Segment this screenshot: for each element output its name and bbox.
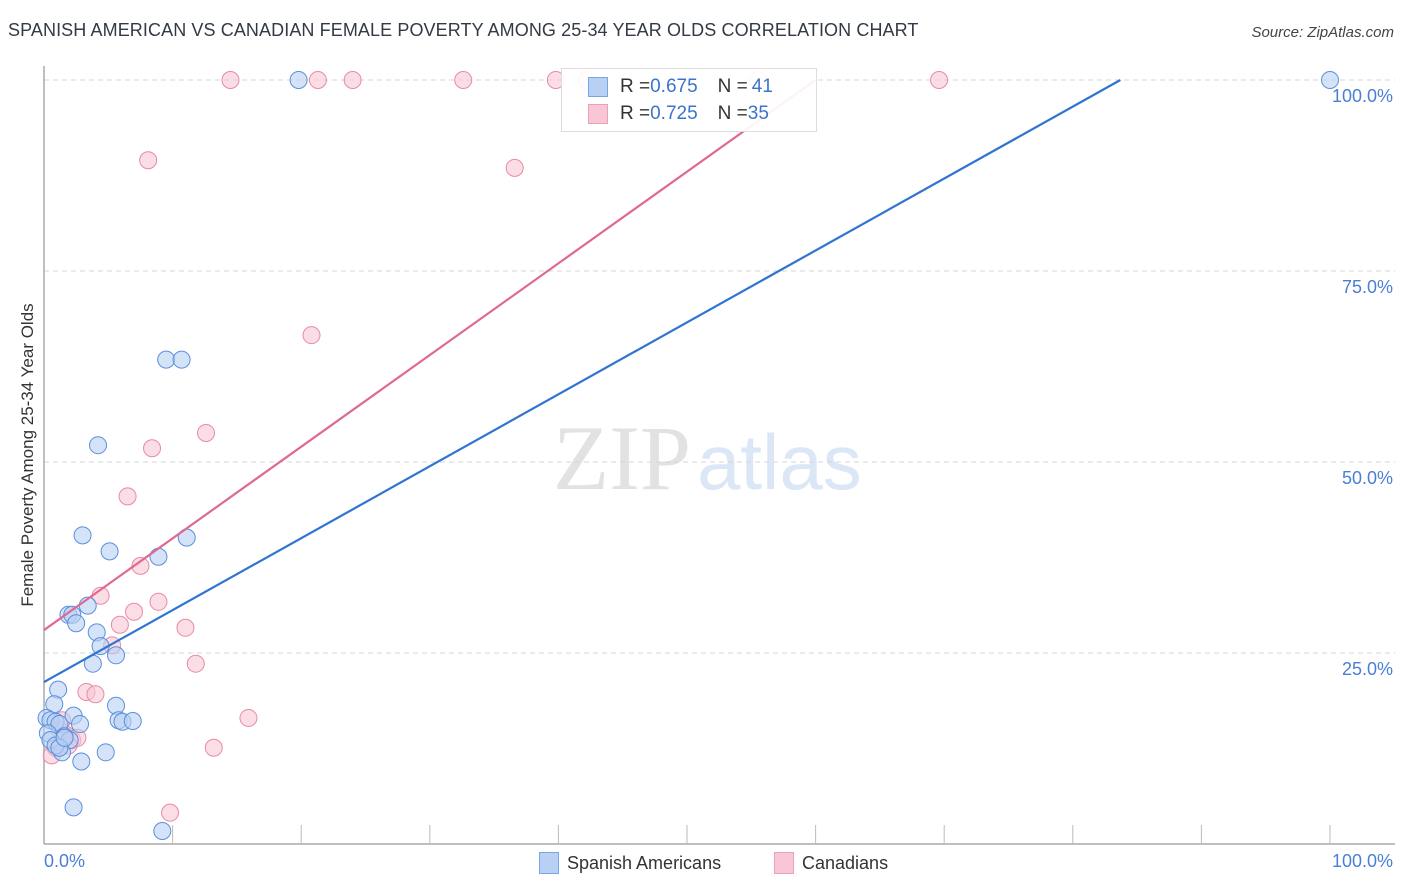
data-point[interactable] xyxy=(302,326,321,345)
data-point[interactable] xyxy=(157,350,176,369)
stats-row-spanish-americans: R = 0.675 N = 41 xyxy=(588,75,773,99)
legend-label: Canadians xyxy=(802,852,889,873)
r-value: 0.675 xyxy=(650,76,698,97)
data-point[interactable] xyxy=(149,592,168,611)
data-point[interactable] xyxy=(343,71,362,89)
data-point[interactable] xyxy=(161,803,180,822)
data-point[interactable] xyxy=(55,728,74,747)
x-tick-0: 0.0% xyxy=(44,851,86,871)
data-point[interactable] xyxy=(143,439,162,458)
legend-item-canadians[interactable]: Canadians xyxy=(774,852,888,874)
data-point[interactable] xyxy=(930,71,949,89)
y-tick-25: 25.0% xyxy=(1341,659,1393,679)
axes xyxy=(43,66,1395,845)
n-label: N = xyxy=(717,76,748,97)
data-point[interactable] xyxy=(176,618,195,637)
legend-item-spanish-americans[interactable]: Spanish Americans xyxy=(539,852,721,874)
legend-label: Spanish Americans xyxy=(567,852,722,873)
data-point[interactable] xyxy=(71,715,90,734)
data-point[interactable] xyxy=(123,711,142,730)
source-label: Source: ZipAtlas.com xyxy=(1251,24,1394,41)
data-point[interactable] xyxy=(153,822,172,841)
data-point[interactable] xyxy=(221,71,240,89)
data-point[interactable] xyxy=(454,71,473,89)
stats-row-canadians: R = 0.725 N = 35 xyxy=(588,102,769,126)
data-point[interactable] xyxy=(139,151,158,170)
data-point[interactable] xyxy=(289,71,308,89)
n-value: 35 xyxy=(747,103,769,124)
spanish-americans-trendline xyxy=(43,79,1121,683)
y-tick-50: 50.0% xyxy=(1341,468,1393,488)
pink-swatch-icon xyxy=(588,104,608,124)
r-value: 0.725 xyxy=(650,103,698,124)
r-label: R = xyxy=(620,103,651,124)
data-point[interactable] xyxy=(86,685,105,704)
data-point[interactable] xyxy=(64,798,83,817)
n-label: N = xyxy=(717,103,748,124)
pink-swatch-icon xyxy=(774,852,794,874)
x-tick-100: 100.0% xyxy=(1331,851,1393,871)
data-point[interactable] xyxy=(308,71,327,89)
data-point[interactable] xyxy=(67,614,86,633)
blue-swatch-icon xyxy=(588,77,608,97)
data-point[interactable] xyxy=(131,556,150,575)
data-point[interactable] xyxy=(505,158,524,177)
data-point[interactable] xyxy=(1321,71,1339,89)
blue-swatch-icon xyxy=(539,852,559,874)
data-point[interactable] xyxy=(107,646,126,665)
spanish-americans-points xyxy=(37,71,1339,841)
stats-legend: R = 0.675 N = 41 R = 0.725 N = 35 xyxy=(561,68,817,132)
data-point[interactable] xyxy=(118,487,137,506)
r-label: R = xyxy=(620,76,651,97)
data-point[interactable] xyxy=(72,752,91,771)
data-point[interactable] xyxy=(172,350,191,369)
data-point[interactable] xyxy=(96,743,115,762)
canadians-trendline xyxy=(43,79,817,631)
canadians-points xyxy=(42,71,949,822)
trendlines xyxy=(43,79,1121,683)
n-value: 41 xyxy=(751,76,773,97)
data-point[interactable] xyxy=(197,423,216,442)
data-point[interactable] xyxy=(73,526,92,545)
y-tick-75: 75.0% xyxy=(1341,277,1393,297)
data-point[interactable] xyxy=(204,738,223,757)
data-point[interactable] xyxy=(89,436,108,455)
data-point[interactable] xyxy=(100,542,119,561)
chart-title: SPANISH AMERICAN VS CANADIAN FEMALE POVE… xyxy=(8,20,919,40)
data-point[interactable] xyxy=(110,615,129,634)
data-point[interactable] xyxy=(239,708,258,727)
data-point[interactable] xyxy=(186,654,205,673)
data-point[interactable] xyxy=(125,602,144,621)
data-point[interactable] xyxy=(149,547,168,566)
gridlines xyxy=(44,79,1395,654)
y-tick-100: 100.0% xyxy=(1331,86,1393,106)
